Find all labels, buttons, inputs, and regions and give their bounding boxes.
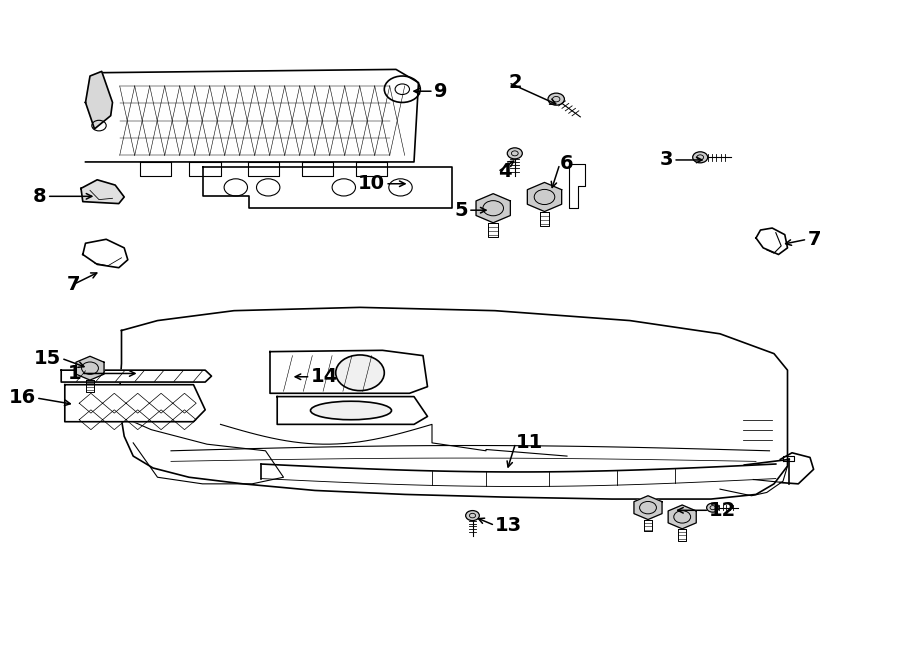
- Text: 6: 6: [560, 155, 573, 173]
- Polygon shape: [76, 356, 104, 380]
- Circle shape: [693, 152, 707, 163]
- Circle shape: [336, 355, 384, 391]
- Text: 11: 11: [516, 434, 543, 452]
- Polygon shape: [668, 505, 697, 529]
- Polygon shape: [634, 496, 662, 520]
- Text: 12: 12: [709, 501, 736, 520]
- Circle shape: [465, 510, 480, 521]
- Text: 13: 13: [495, 516, 522, 535]
- Text: 15: 15: [34, 349, 61, 368]
- Text: 5: 5: [454, 201, 468, 219]
- Text: 10: 10: [358, 175, 385, 193]
- Circle shape: [706, 503, 719, 512]
- Polygon shape: [83, 239, 128, 268]
- Polygon shape: [756, 228, 788, 254]
- Text: 7: 7: [67, 275, 81, 293]
- Polygon shape: [61, 370, 212, 382]
- Polygon shape: [527, 182, 562, 212]
- Polygon shape: [270, 350, 428, 393]
- Polygon shape: [202, 167, 452, 208]
- Text: 4: 4: [498, 163, 511, 181]
- Polygon shape: [476, 194, 510, 223]
- Text: 2: 2: [508, 73, 522, 92]
- Text: 9: 9: [434, 82, 447, 100]
- Ellipse shape: [310, 401, 392, 420]
- Text: 8: 8: [33, 187, 47, 206]
- Polygon shape: [86, 69, 418, 162]
- Text: 14: 14: [310, 368, 338, 386]
- Text: 16: 16: [9, 389, 36, 407]
- Polygon shape: [277, 397, 428, 424]
- Circle shape: [548, 93, 564, 105]
- Polygon shape: [86, 71, 112, 129]
- Polygon shape: [65, 385, 205, 422]
- Text: 1: 1: [68, 364, 81, 383]
- Polygon shape: [81, 180, 124, 204]
- Text: 3: 3: [660, 151, 673, 169]
- Circle shape: [508, 148, 522, 159]
- Text: 7: 7: [807, 230, 821, 249]
